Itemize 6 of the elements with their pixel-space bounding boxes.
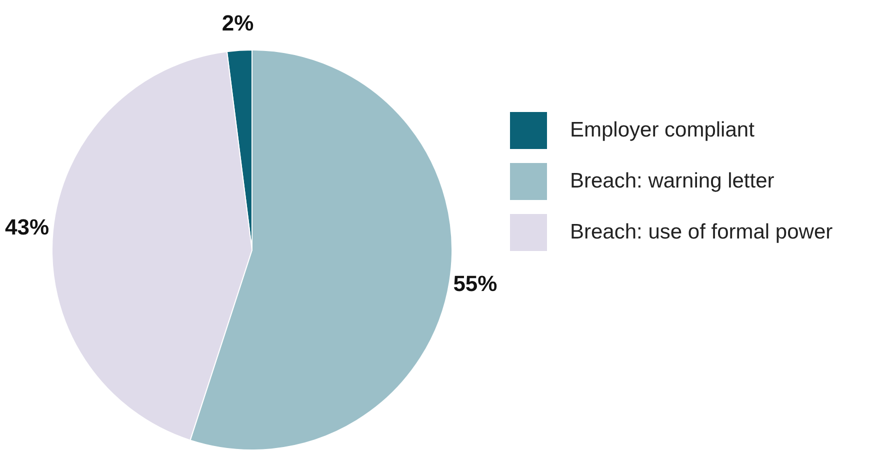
- data-label: 2%: [222, 10, 254, 36]
- data-label: 55%: [453, 271, 498, 296]
- data-label: 43%: [4, 214, 50, 240]
- legend-label: Breach: warning letter: [570, 170, 774, 193]
- legend-label: Breach: use of formal power: [570, 220, 833, 244]
- legend-label: Employer compliant: [570, 118, 755, 142]
